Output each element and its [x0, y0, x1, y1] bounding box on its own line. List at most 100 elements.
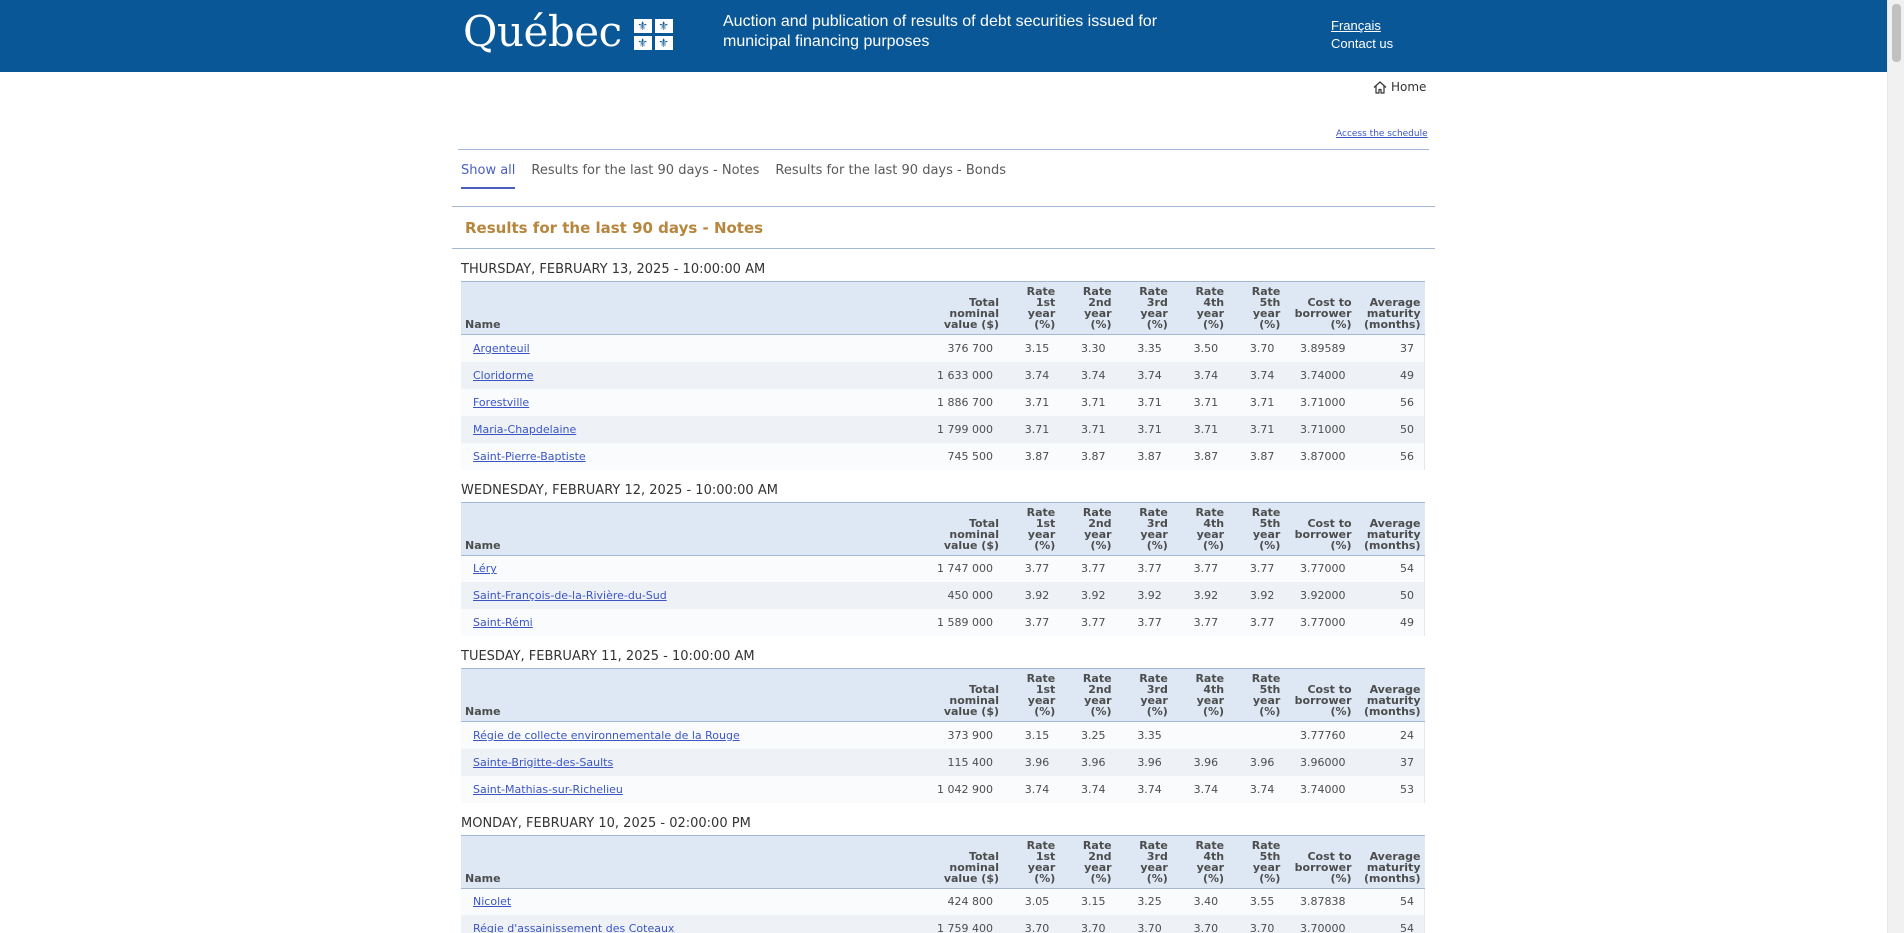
municipality-link[interactable]: Forestville: [473, 395, 530, 409]
municipality-link[interactable]: Nicolet: [473, 895, 512, 909]
cost-to-borrower-cell: 3.71000: [1284, 388, 1356, 416]
table-row: Saint-Pierre-Baptiste 745 500 3.87 3.87 3.87…: [461, 442, 1425, 470]
cost-to-borrower-cell: 3.77760: [1284, 721, 1356, 749]
rate-1st-year-cell: 3.92: [1003, 582, 1060, 609]
rate-3rd-year-cell: 3.35: [1115, 721, 1172, 749]
schedule-link[interactable]: Access the schedule: [1336, 129, 1428, 139]
rate-3rd-year-cell: 3.35: [1115, 334, 1172, 362]
rate-4th-year-cell: 3.74: [1171, 775, 1229, 803]
tab-bonds[interactable]: Results for the last 90 days - Bonds: [775, 163, 1006, 178]
rate-5th-year-cell: 3.71: [1228, 388, 1285, 416]
rate-1st-year-cell: 3.74: [1003, 775, 1060, 803]
column-header-average-maturity: Average maturity (months): [1355, 281, 1425, 335]
municipality-link[interactable]: Cloridorme: [473, 368, 534, 382]
rate-4th-year-cell: 3.96: [1171, 748, 1229, 776]
municipality-link[interactable]: Sainte-Brigitte-des-Saults: [473, 755, 614, 769]
municipality-cell: Cloridorme: [461, 361, 932, 389]
column-header-rate-1st-year: Rate 1st year (%): [1003, 668, 1060, 722]
cost-to-borrower-cell: 3.96000: [1284, 748, 1356, 776]
cost-to-borrower-cell: 3.87000: [1284, 442, 1356, 470]
rate-2nd-year-cell: 3.92: [1059, 582, 1116, 609]
average-maturity-cell: 54: [1355, 555, 1425, 582]
municipality-link[interactable]: Régie d'assainissement des Coteaux: [473, 922, 675, 933]
column-header-rate-5th-year: Rate 5th year (%): [1228, 501, 1285, 556]
rate-2nd-year-cell: 3.87: [1059, 442, 1116, 470]
municipality-link[interactable]: Saint-Mathias-sur-Richelieu: [473, 782, 623, 796]
average-maturity-cell: 37: [1355, 748, 1425, 776]
table-row: Régie de collecte environnementale de la…: [461, 721, 1425, 749]
scrollbar-thumb[interactable]: [1892, 4, 1901, 62]
rate-4th-year-cell: 3.70: [1171, 915, 1229, 933]
column-header-name: Name: [461, 668, 932, 722]
average-maturity-cell: 49: [1355, 361, 1425, 389]
column-header-rate-3rd-year: Rate 3rd year (%): [1115, 281, 1172, 335]
column-header-rate-5th-year: Rate 5th year (%): [1228, 834, 1285, 889]
total-nominal-cell: 424 800: [931, 888, 1004, 915]
rate-4th-year-cell: [1171, 721, 1229, 749]
rate-1st-year-cell: 3.15: [1003, 721, 1060, 749]
municipality-link[interactable]: Argenteuil: [473, 341, 530, 355]
cost-to-borrower-cell: 3.77000: [1284, 555, 1356, 582]
municipality-cell: Saint-Pierre-Baptiste: [461, 442, 932, 470]
language-link[interactable]: Français: [1331, 18, 1381, 33]
rate-4th-year-cell: 3.74: [1171, 361, 1229, 389]
home-link[interactable]: Home: [1373, 80, 1426, 94]
tab-show-all[interactable]: Show all: [461, 163, 516, 189]
column-header-rate-5th-year: Rate 5th year (%): [1228, 281, 1285, 335]
rate-3rd-year-cell: 3.92: [1115, 582, 1172, 609]
auction-block: TUESDAY, FEBRUARY 11, 2025 - 10:00:00 AM…: [461, 648, 1425, 803]
average-maturity-cell: 53: [1355, 775, 1425, 803]
column-header-total-nominal: Total nominal value ($): [931, 501, 1004, 556]
total-nominal-cell: 745 500: [931, 442, 1004, 470]
average-maturity-cell: 37: [1355, 334, 1425, 362]
auction-date: MONDAY, FEBRUARY 10, 2025 - 02:00:00 PM: [461, 815, 751, 831]
rate-2nd-year-cell: 3.71: [1059, 388, 1116, 416]
municipality-link[interactable]: Maria-Chapdelaine: [473, 422, 577, 436]
municipality-link[interactable]: Léry: [473, 562, 497, 576]
rate-3rd-year-cell: 3.87: [1115, 442, 1172, 470]
rate-2nd-year-cell: 3.30: [1059, 334, 1116, 362]
municipality-cell: Sainte-Brigitte-des-Saults: [461, 748, 932, 776]
rate-2nd-year-cell: 3.25: [1059, 721, 1116, 749]
tab-notes[interactable]: Results for the last 90 days - Notes: [531, 163, 760, 178]
total-nominal-cell: 115 400: [931, 748, 1004, 776]
rate-4th-year-cell: 3.71: [1171, 415, 1229, 443]
rate-1st-year-cell: 3.96: [1003, 748, 1060, 776]
column-header-average-maturity: Average maturity (months): [1355, 668, 1425, 722]
total-nominal-cell: 373 900: [931, 721, 1004, 749]
rate-3rd-year-cell: 3.70: [1115, 915, 1172, 933]
column-header-rate-1st-year: Rate 1st year (%): [1003, 834, 1060, 889]
municipality-link[interactable]: Saint-Pierre-Baptiste: [473, 449, 586, 463]
divider: [452, 248, 1435, 249]
results-table: Name Total nominal value ($) Rate 1st year…: [461, 834, 1425, 933]
cost-to-borrower-cell: 3.92000: [1284, 582, 1356, 609]
quebec-logo[interactable]: Québec ⚜ ⚜ ⚜ ⚜: [463, 9, 673, 55]
rate-3rd-year-cell: 3.77: [1115, 555, 1172, 582]
municipality-link[interactable]: Régie de collecte environnementale de la…: [473, 728, 740, 742]
rate-1st-year-cell: 3.87: [1003, 442, 1060, 470]
table-row: Sainte-Brigitte-des-Saults 115 400 3.96 3.9…: [461, 748, 1425, 776]
total-nominal-cell: 1 633 000: [931, 361, 1004, 389]
column-header-name: Name: [461, 834, 932, 889]
tab-bar: Show all Results for the last 90 days - …: [461, 163, 1022, 189]
contact-link[interactable]: Contact us: [1331, 36, 1394, 51]
rate-2nd-year-cell: 3.70: [1059, 915, 1116, 933]
rate-5th-year-cell: 3.70: [1228, 334, 1285, 362]
column-header-rate-4th-year: Rate 4th year (%): [1171, 834, 1229, 889]
municipality-link[interactable]: Saint-Rémi: [473, 616, 533, 629]
municipality-cell: Régie d'assainissement des Coteaux: [461, 915, 932, 933]
fleur-de-lis-flag-icon: ⚜ ⚜ ⚜ ⚜: [633, 18, 673, 50]
municipality-cell: Nicolet: [461, 888, 932, 915]
rate-5th-year-cell: 3.92: [1228, 582, 1285, 609]
rate-5th-year-cell: 3.74: [1228, 775, 1285, 803]
average-maturity-cell: 54: [1355, 888, 1425, 915]
total-nominal-cell: 1 799 000: [931, 415, 1004, 443]
home-icon: [1373, 80, 1387, 94]
rate-2nd-year-cell: 3.74: [1059, 775, 1116, 803]
rate-5th-year-cell: 3.74: [1228, 361, 1285, 389]
rate-5th-year-cell: 3.87: [1228, 442, 1285, 470]
municipality-cell: Saint-Rémi: [461, 609, 932, 636]
vertical-scrollbar[interactable]: [1887, 0, 1904, 933]
municipality-link[interactable]: Saint-François-de-la-Rivière-du-Sud: [473, 589, 667, 602]
